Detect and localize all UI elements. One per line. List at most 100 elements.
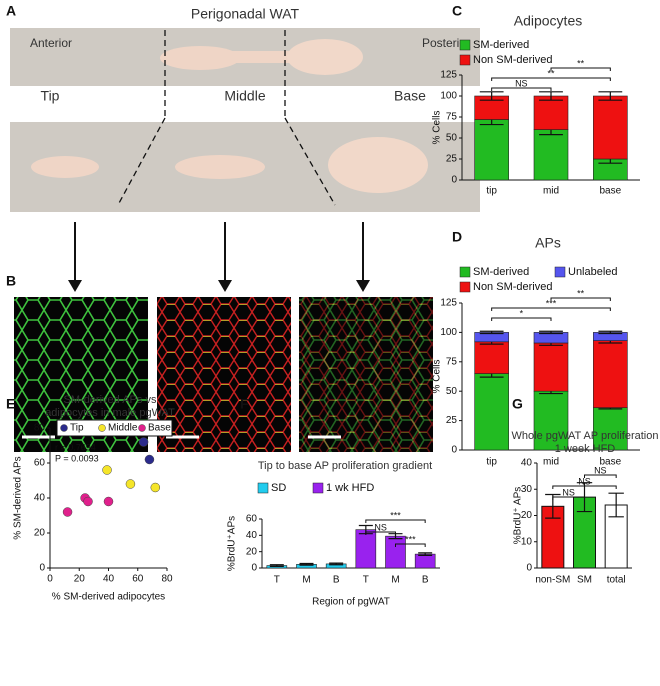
bar	[474, 119, 509, 181]
error-bar	[598, 91, 623, 101]
x-tick-label: base	[599, 457, 621, 468]
chart-title: adipocytes in male pgWAT	[45, 407, 175, 419]
point	[103, 496, 114, 507]
significance-label: **	[547, 68, 555, 78]
significance-bracket	[365, 519, 426, 523]
y-tick-label: 30	[521, 484, 533, 495]
legend-swatch	[459, 281, 471, 293]
annotation: P = 0.0093	[55, 453, 99, 463]
legend-swatch	[257, 482, 269, 494]
point	[83, 496, 93, 507]
legend-label: Tip	[70, 423, 84, 434]
y-tick-label: 100	[440, 327, 457, 338]
photo-label: Posterior	[422, 36, 470, 50]
cut-lines	[117, 30, 336, 206]
tissue	[328, 137, 428, 193]
point	[102, 465, 112, 475]
x-tick-label: SM	[577, 575, 592, 586]
error-bar	[539, 330, 563, 335]
significance-label: ***	[546, 298, 557, 308]
point	[144, 454, 155, 465]
legend-marker	[138, 424, 146, 432]
significance-label: **	[577, 58, 585, 68]
legend-label: SM-derived	[473, 39, 529, 51]
significance-label: NS	[594, 465, 607, 475]
y-tick-label: 40	[521, 458, 533, 469]
significance-bracket	[395, 543, 426, 547]
error-bar	[329, 562, 344, 566]
legend-marker	[60, 424, 68, 432]
photo-title: Perigonadal WAT	[191, 6, 300, 22]
significance-label: NS	[374, 522, 387, 532]
significance-label: *	[520, 308, 524, 318]
x-tick-label: 60	[132, 574, 144, 585]
y-tick-label: 25	[446, 154, 458, 165]
bar	[533, 342, 569, 392]
error-bar	[269, 564, 284, 567]
legend-label: 1 wk HFD	[326, 482, 374, 494]
significance-label: **	[577, 288, 585, 298]
error-bar	[598, 330, 623, 335]
legend-label: Non SM-derived	[473, 281, 552, 293]
bar	[593, 407, 628, 451]
panel-label: G	[512, 396, 523, 412]
annotation: r = 0.7694	[55, 442, 96, 452]
legend-label: Unlabeled	[568, 266, 618, 278]
x-tick-label: T	[363, 575, 369, 586]
legend-swatch	[459, 266, 471, 278]
x-tick-label: 20	[74, 574, 86, 585]
legend-swatch	[459, 39, 471, 51]
y-tick-label: 0	[526, 563, 532, 574]
y-tick-label: 80	[34, 423, 46, 434]
section-label: Tip	[41, 88, 60, 104]
legend-swatch	[554, 266, 566, 278]
x-tick-label: mid	[543, 457, 559, 468]
y-tick-label: 20	[521, 510, 533, 521]
y-axis-label: %BrdU⁺APs	[227, 516, 238, 571]
panel-label: F	[240, 396, 249, 412]
tissue	[200, 51, 310, 63]
x-tick-label: M	[391, 575, 399, 586]
x-tick-label: tip	[486, 186, 497, 197]
y-tick-label: 125	[440, 298, 457, 309]
arrow-heads	[68, 280, 370, 292]
point	[62, 507, 73, 517]
point	[125, 479, 136, 489]
y-tick-label: 25	[446, 415, 458, 426]
y-tick-label: 40	[246, 530, 258, 541]
micrograph	[299, 297, 433, 452]
bar	[533, 129, 569, 181]
y-tick-label: 50	[446, 386, 458, 397]
section-label: Base	[394, 88, 426, 104]
legend-label: Non SM-derived	[473, 54, 552, 66]
bar	[474, 373, 509, 451]
significance-label: ***	[390, 510, 401, 520]
panel-label: E	[6, 396, 15, 412]
y-tick-label: 20	[34, 528, 46, 539]
error-bar	[299, 562, 314, 566]
y-tick-label: 20	[246, 546, 258, 557]
error-bar	[608, 492, 624, 518]
panel-label: D	[452, 229, 462, 245]
micrograph	[157, 297, 291, 452]
legend-label: SD	[271, 482, 286, 494]
x-tick-label: mid	[543, 186, 559, 197]
legend-label: SM-derived	[473, 266, 529, 278]
legend-label: Base	[148, 423, 171, 434]
significance-bracket	[550, 67, 611, 71]
x-tick-label: 0	[47, 574, 53, 585]
x-tick-label: B	[333, 575, 340, 586]
x-tick-label: total	[607, 575, 626, 586]
y-axis-label: %BrdU⁺ APs	[513, 487, 524, 545]
tissue	[287, 39, 363, 75]
legend-swatch	[459, 54, 471, 66]
tissue	[31, 156, 99, 178]
point	[150, 482, 161, 493]
x-tick-label: M	[302, 575, 310, 586]
significance-label: ***	[405, 534, 416, 544]
bar	[593, 95, 628, 160]
chart-title: Adipocytes	[514, 13, 582, 29]
significance-label: NS	[578, 476, 591, 486]
y-axis-label: % SM-derived APs	[13, 456, 24, 539]
significance-bracket	[491, 87, 552, 91]
